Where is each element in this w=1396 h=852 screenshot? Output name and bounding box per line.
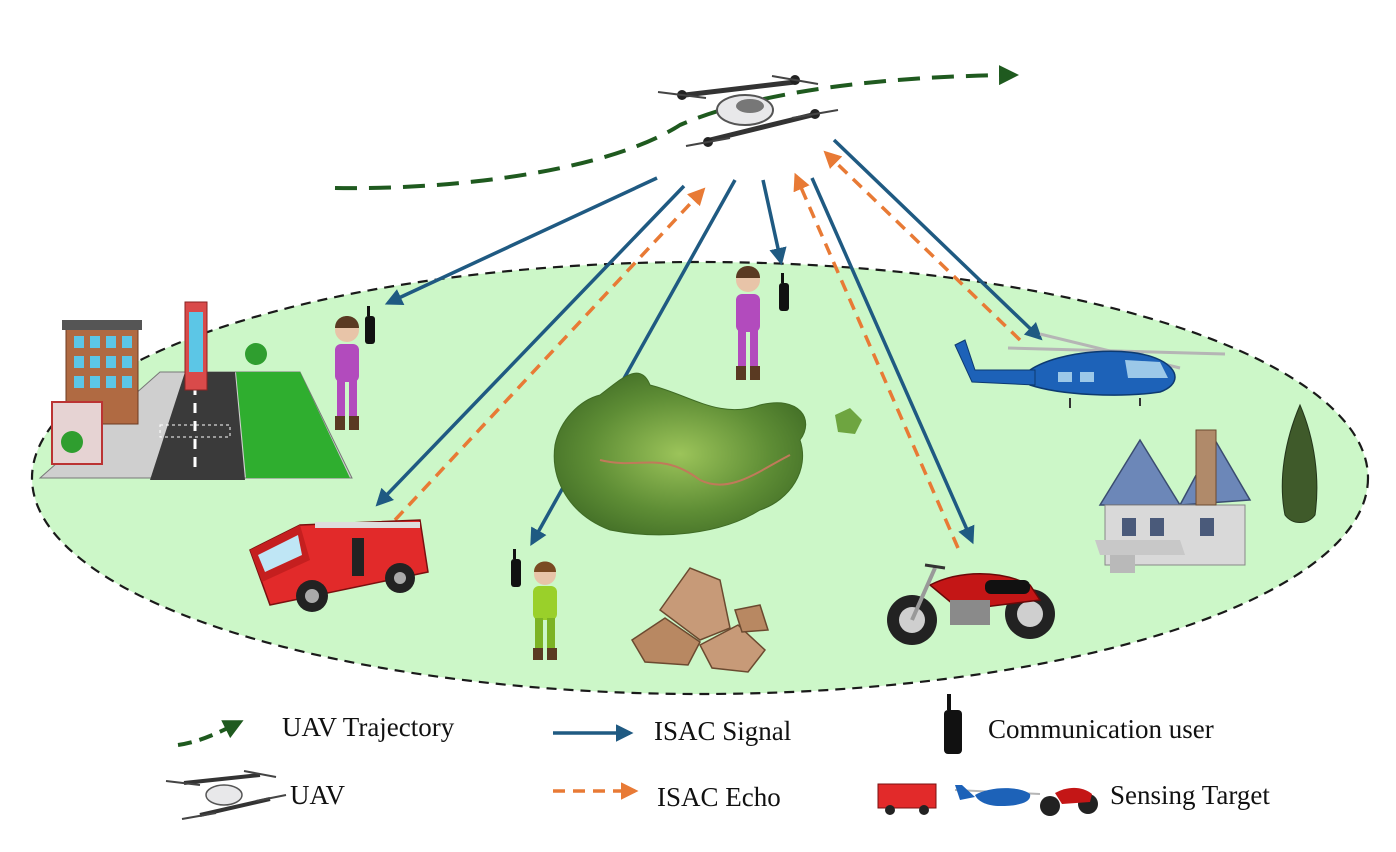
house-icon [1095,429,1252,573]
legend-sensing-target-label: Sensing Target [1110,780,1270,810]
legend-trajectory-swatch [177,720,244,747]
person-icon [335,316,359,430]
person-icon [736,266,760,380]
walkie-talkie-icon [365,306,375,344]
legend-comm-user-label: Communication user [988,714,1214,744]
city-block-icon [38,301,353,480]
legend-uav-label: UAV [290,780,346,810]
legend-motorcycle-icon [1040,787,1098,816]
drone-icon [657,75,839,147]
rock-icon [630,567,770,673]
tree-icon [1281,403,1318,523]
walkie-talkie-icon [511,549,521,587]
legend-walkie-talkie-icon [944,694,962,754]
legend-helicopter-icon [954,785,1041,806]
person-icon [533,561,557,660]
legend-fire-truck-icon [877,783,937,815]
fire-truck-icon [249,519,429,612]
legend-drone-icon [165,770,287,820]
legend [165,694,1098,820]
echo-from-helicopter [823,150,1022,342]
helicopter-icon [954,332,1226,408]
terrain-icon [553,372,862,536]
signal-to-firetruck [375,184,686,507]
uav-trajectory [334,65,1019,191]
legend-signal-label: ISAC Signal [654,716,792,746]
motorcycle-icon [887,563,1055,645]
signal-to-helicopter [832,138,1043,341]
echo-from-motorcycle [793,172,960,549]
echo-from-firetruck [393,187,706,522]
signal-to-user-2 [761,179,787,266]
legend-echo-label: ISAC Echo [657,782,781,812]
signal-to-motorcycle [810,177,975,545]
isac-echo-lines [393,150,1022,549]
walkie-talkie-icon [779,273,789,311]
legend-trajectory-label: UAV Trajectory [282,712,455,742]
signal-to-user-1 [384,176,658,306]
